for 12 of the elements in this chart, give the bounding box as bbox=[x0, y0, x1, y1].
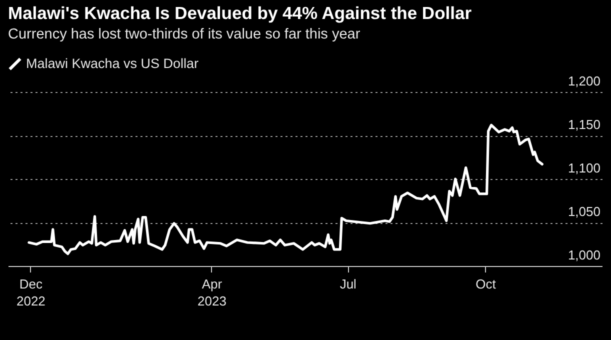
y-tick-label: 1,150 bbox=[568, 117, 600, 132]
legend-label: Malawi Kwacha vs US Dollar bbox=[26, 56, 200, 71]
x-tick-label: Oct bbox=[476, 276, 496, 292]
x-tick-label: Apr 2023 bbox=[198, 276, 226, 308]
x-tick-label: Dec 2022 bbox=[16, 276, 46, 308]
x-tick-label: Jul bbox=[340, 276, 357, 292]
y-tick-label: 1,000 bbox=[568, 248, 600, 262]
y-tick-label: 1,050 bbox=[568, 204, 600, 219]
y-tick-label: 1,200 bbox=[568, 74, 600, 88]
chart-title: Malawi's Kwacha Is Devalued by 44% Against the Dollar bbox=[8, 3, 472, 23]
chart-subtitle: Currency has lost two-thirds of its value so far this year bbox=[8, 26, 360, 42]
y-tick-label: 1,100 bbox=[568, 160, 600, 176]
